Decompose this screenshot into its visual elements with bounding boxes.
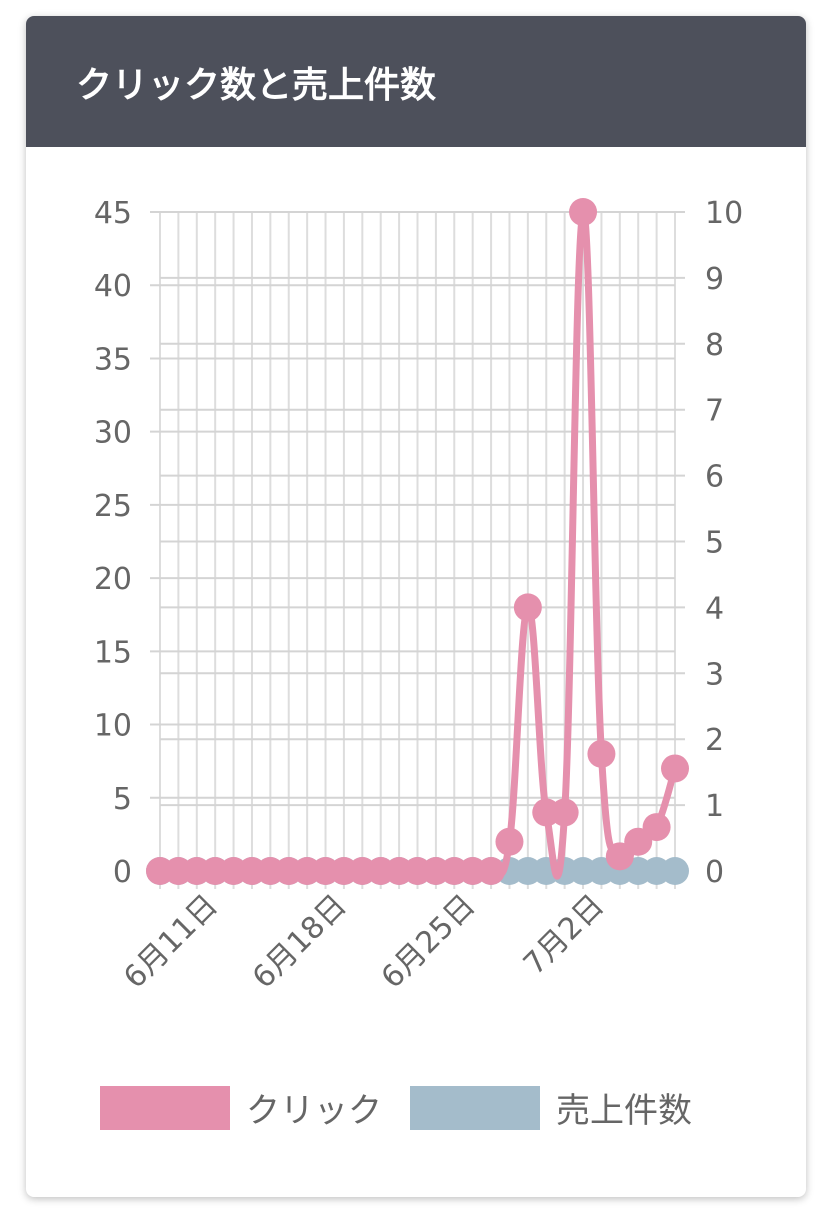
data-point [513, 593, 542, 622]
y-left-tick-label: 25 [94, 489, 132, 524]
y-right-tick-label: 10 [705, 196, 743, 231]
y-left-tick-label: 45 [94, 196, 132, 231]
data-point [642, 813, 671, 842]
legend-label-clicks: クリック [246, 1091, 382, 1131]
card-title: クリック数と売上件数 [26, 16, 806, 147]
data-point [569, 198, 598, 226]
y-left-tick-label: 15 [94, 635, 132, 670]
legend-item-clicks[interactable]: クリック [100, 1083, 382, 1132]
y-left-tick-label: 40 [94, 269, 132, 304]
data-point [477, 857, 506, 885]
legend-item-sales[interactable]: 売上件数 [410, 1083, 692, 1132]
x-tick-label: 6月25日 [375, 888, 483, 996]
data-point [661, 754, 689, 783]
data-point [587, 739, 616, 768]
y-right-tick-label: 3 [705, 657, 724, 692]
data-point [550, 798, 579, 827]
legend: クリック 売上件数 [100, 1083, 720, 1132]
x-tick-label: 6月18日 [246, 888, 354, 996]
y-right-tick-label: 6 [705, 460, 724, 495]
y-left-tick-label: 0 [113, 855, 132, 890]
y-right-tick-label: 9 [705, 262, 724, 297]
y-right-tick-label: 0 [705, 855, 724, 890]
y-left-tick-label: 20 [94, 562, 132, 597]
data-point [661, 857, 689, 885]
data-point [495, 827, 524, 856]
y-left-tick-label: 5 [113, 782, 132, 817]
y-left-tick-label: 30 [94, 416, 132, 451]
y-left-tick-label: 35 [94, 342, 132, 377]
y-right-tick-label: 5 [705, 526, 724, 561]
y-right-tick-label: 8 [705, 328, 724, 363]
y-right-tick-label: 7 [705, 394, 724, 429]
y-left-tick-label: 10 [94, 709, 132, 744]
y-right-tick-label: 4 [705, 591, 724, 626]
y-right-tick-label: 1 [705, 789, 724, 824]
legend-swatch-sales [410, 1085, 540, 1130]
legend-label-sales: 売上件数 [556, 1091, 692, 1131]
x-tick-label: 6月11日 [117, 888, 225, 996]
x-tick-label: 7月2日 [517, 888, 611, 982]
y-right-tick-label: 2 [705, 723, 724, 758]
legend-swatch-clicks [100, 1085, 230, 1130]
